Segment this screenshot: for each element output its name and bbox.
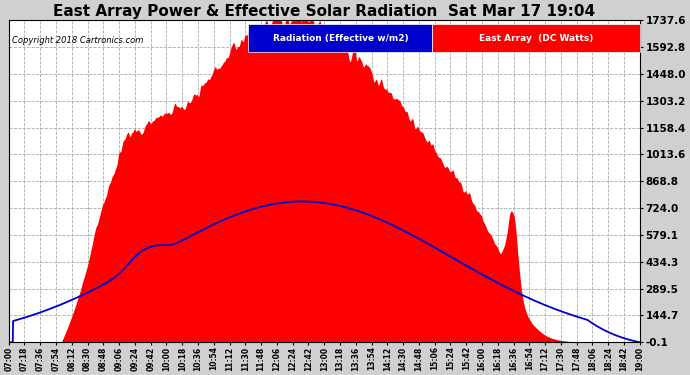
Title: East Array Power & Effective Solar Radiation  Sat Mar 17 19:04: East Array Power & Effective Solar Radia… <box>53 4 595 19</box>
Text: Radiation (Effective w/m2): Radiation (Effective w/m2) <box>273 34 408 43</box>
Text: East Array  (DC Watts): East Array (DC Watts) <box>479 34 593 43</box>
Text: Copyright 2018 Cartronics.com: Copyright 2018 Cartronics.com <box>12 36 144 45</box>
